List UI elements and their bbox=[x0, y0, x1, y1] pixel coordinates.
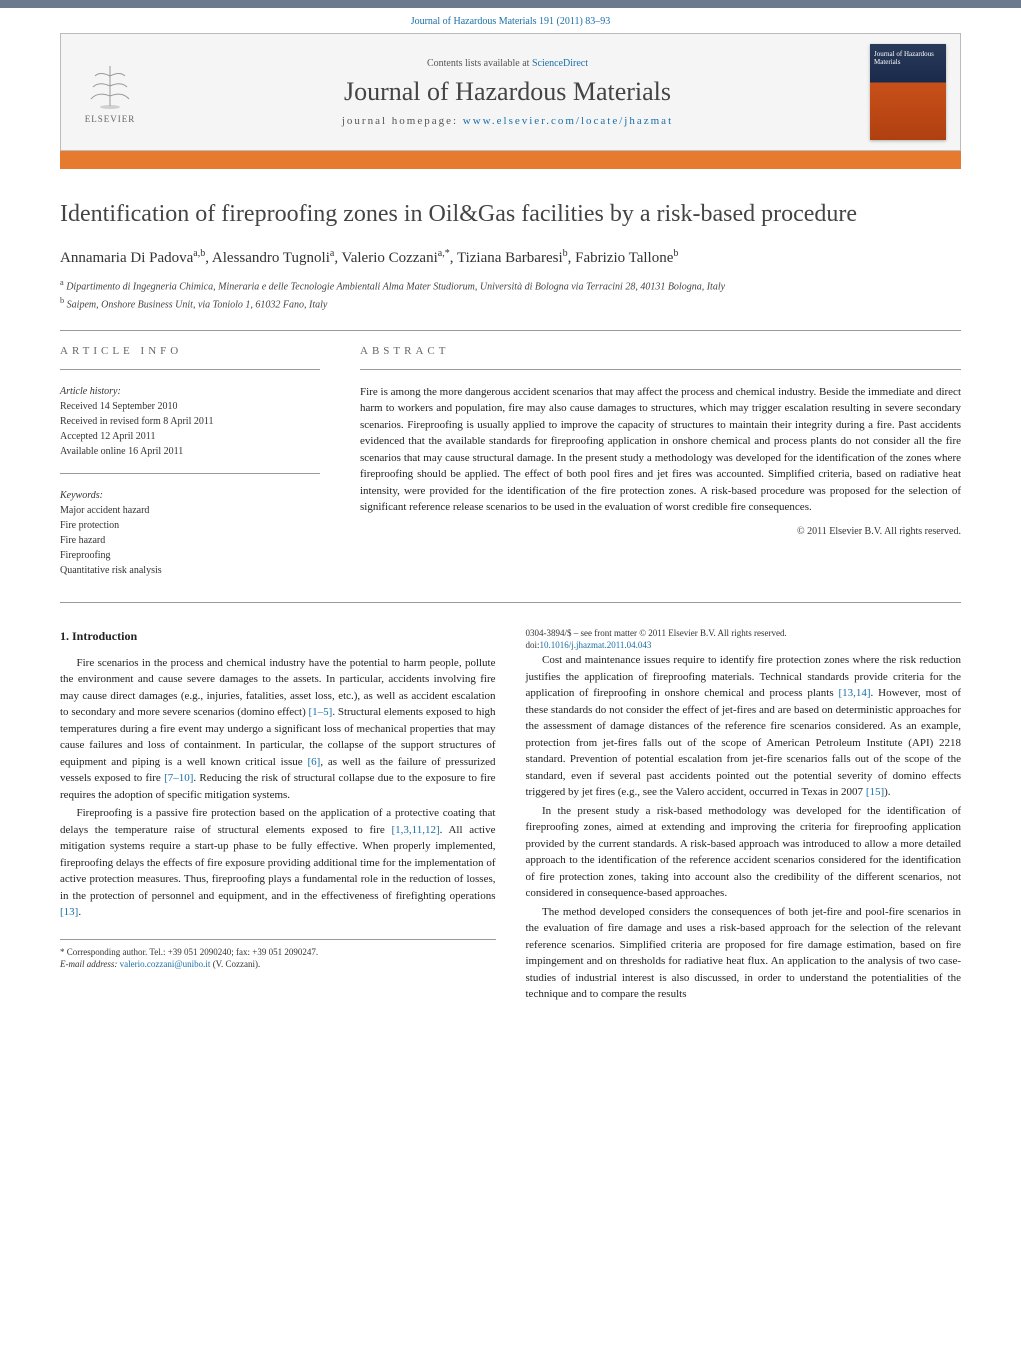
abstract-copyright: © 2011 Elsevier B.V. All rights reserved… bbox=[360, 526, 961, 537]
divider-keywords bbox=[60, 473, 320, 474]
divider-1 bbox=[60, 330, 961, 331]
ref-link[interactable]: [6] bbox=[307, 756, 320, 768]
header-center: Contents lists available at ScienceDirec… bbox=[159, 58, 856, 127]
abstract-column: ABSTRACT Fire is among the more dangerou… bbox=[360, 345, 961, 592]
abstract-text: Fire is among the more dangerous acciden… bbox=[360, 384, 961, 516]
keyword: Quantitative risk analysis bbox=[60, 563, 320, 578]
ref-link[interactable]: [7–10] bbox=[164, 772, 193, 784]
affiliation-b: b Saipem, Onshore Business Unit, via Ton… bbox=[60, 295, 961, 312]
paragraph: Fireproofing is a passive fire protectio… bbox=[60, 805, 496, 921]
article-body: Identification of fireproofing zones in … bbox=[0, 169, 1021, 1043]
keyword: Fireproofing bbox=[60, 548, 320, 563]
keyword: Fire protection bbox=[60, 518, 320, 533]
journal-header: ELSEVIER Contents lists available at Sci… bbox=[60, 33, 961, 151]
info-abstract-row: ARTICLE INFO Article history: Received 1… bbox=[60, 345, 961, 592]
sciencedirect-link[interactable]: ScienceDirect bbox=[532, 58, 588, 69]
history-line: Available online 16 April 2011 bbox=[60, 444, 320, 459]
corresponding-author-footnote: * Corresponding author. Tel.: +39 051 20… bbox=[60, 939, 496, 971]
paragraph: Fire scenarios in the process and chemic… bbox=[60, 655, 496, 804]
footnote-text: Corresponding author. Tel.: +39 051 2090… bbox=[67, 947, 318, 957]
homepage-line: journal homepage: www.elsevier.com/locat… bbox=[159, 115, 856, 127]
bottom-meta: 0304-3894/$ – see front matter © 2011 El… bbox=[526, 627, 962, 652]
section-1-heading: 1. Introduction bbox=[60, 627, 496, 645]
orange-accent-bar bbox=[60, 151, 961, 169]
homepage-prefix: journal homepage: bbox=[342, 115, 463, 127]
homepage-link[interactable]: www.elsevier.com/locate/jhazmat bbox=[463, 115, 673, 127]
article-info-label: ARTICLE INFO bbox=[60, 345, 320, 357]
keyword: Fire hazard bbox=[60, 533, 320, 548]
elsevier-logo: ELSEVIER bbox=[75, 57, 145, 127]
journal-cover-thumbnail bbox=[870, 44, 946, 140]
elsevier-tree-icon bbox=[85, 61, 135, 111]
keywords-block: Keywords: Major accident hazard Fire pro… bbox=[60, 488, 320, 578]
citation-line: Journal of Hazardous Materials 191 (2011… bbox=[0, 8, 1021, 33]
paragraph: In the present study a risk-based method… bbox=[526, 803, 962, 902]
paragraph: Cost and maintenance issues require to i… bbox=[526, 652, 962, 801]
email-suffix: (V. Cozzani). bbox=[213, 959, 261, 969]
ref-link[interactable]: [15] bbox=[866, 786, 884, 798]
body-text-columns: 1. Introduction Fire scenarios in the pr… bbox=[60, 627, 961, 1003]
divider-abstract bbox=[360, 369, 961, 370]
article-history: Article history: Received 14 September 2… bbox=[60, 384, 320, 459]
history-line: Accepted 12 April 2011 bbox=[60, 429, 320, 444]
contents-line: Contents lists available at ScienceDirec… bbox=[159, 58, 856, 69]
divider-2 bbox=[60, 602, 961, 603]
article-title: Identification of fireproofing zones in … bbox=[60, 199, 961, 230]
history-head: Article history: bbox=[60, 384, 320, 399]
affiliations: a Dipartimento di Ingegneria Chimica, Mi… bbox=[60, 277, 961, 312]
ref-link[interactable]: [1,3,11,12] bbox=[391, 824, 439, 836]
paragraph: The method developed considers the conse… bbox=[526, 904, 962, 1003]
journal-name: Journal of Hazardous Materials bbox=[159, 77, 856, 107]
top-accent-bar bbox=[0, 0, 1021, 8]
contents-prefix: Contents lists available at bbox=[427, 58, 532, 69]
doi-link[interactable]: 10.1016/j.jhazmat.2011.04.043 bbox=[540, 640, 652, 650]
ref-link[interactable]: [13] bbox=[60, 906, 78, 918]
doi-prefix: doi: bbox=[526, 640, 540, 650]
ref-link[interactable]: [13,14] bbox=[838, 687, 870, 699]
abstract-label: ABSTRACT bbox=[360, 345, 961, 357]
article-info-column: ARTICLE INFO Article history: Received 1… bbox=[60, 345, 320, 592]
front-matter-line: 0304-3894/$ – see front matter © 2011 El… bbox=[526, 627, 962, 640]
keyword: Major accident hazard bbox=[60, 503, 320, 518]
citation-link[interactable]: Journal of Hazardous Materials 191 (2011… bbox=[411, 16, 611, 27]
keywords-head: Keywords: bbox=[60, 488, 320, 503]
authors-line: Annamaria Di Padovaa,b, Alessandro Tugno… bbox=[60, 248, 961, 267]
affiliation-a: a Dipartimento di Ingegneria Chimica, Mi… bbox=[60, 277, 961, 294]
history-line: Received 14 September 2010 bbox=[60, 399, 320, 414]
ref-link[interactable]: [1–5] bbox=[309, 706, 333, 718]
email-link[interactable]: valerio.cozzani@unibo.it bbox=[120, 959, 211, 969]
footnote-marker: * bbox=[60, 947, 65, 957]
divider-info bbox=[60, 369, 320, 370]
history-line: Received in revised form 8 April 2011 bbox=[60, 414, 320, 429]
email-label: E-mail address: bbox=[60, 959, 117, 969]
elsevier-label: ELSEVIER bbox=[85, 114, 136, 124]
